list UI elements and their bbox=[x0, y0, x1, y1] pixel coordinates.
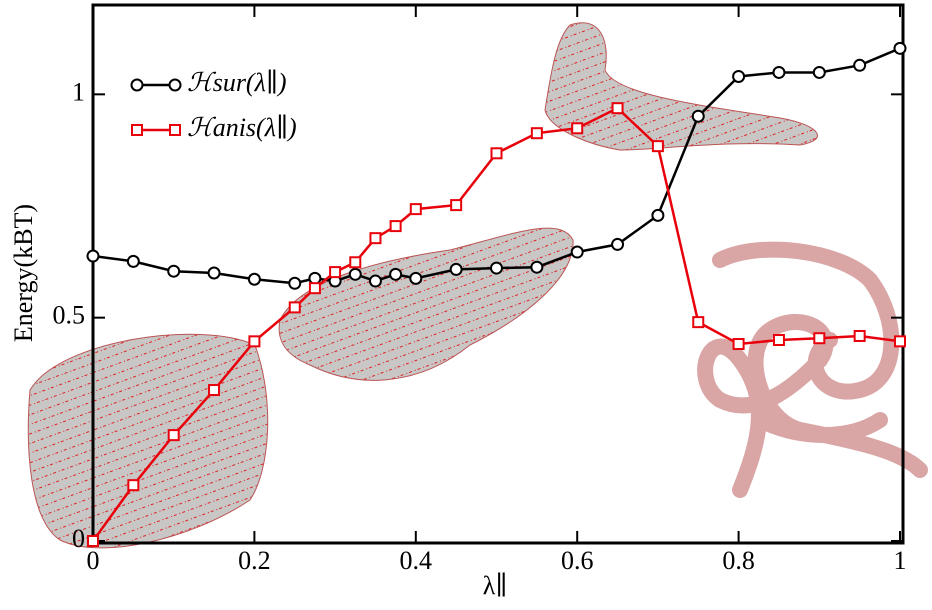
x-tick-label: 0.6 bbox=[561, 546, 594, 575]
y-tick-label: 0 bbox=[72, 524, 85, 553]
marker bbox=[208, 384, 221, 397]
marker bbox=[812, 65, 826, 79]
marker bbox=[127, 479, 140, 492]
marker bbox=[288, 276, 302, 290]
marker bbox=[329, 266, 342, 279]
plot-frame bbox=[91, 3, 905, 545]
marker bbox=[772, 334, 785, 346]
marker bbox=[368, 274, 382, 288]
marker bbox=[248, 335, 261, 348]
marker bbox=[409, 271, 423, 285]
marker bbox=[349, 256, 362, 269]
marker bbox=[369, 232, 382, 245]
marker bbox=[86, 249, 100, 263]
marker bbox=[732, 69, 746, 83]
marker bbox=[732, 338, 745, 351]
marker bbox=[893, 41, 907, 55]
marker bbox=[853, 58, 867, 72]
legend-marker bbox=[130, 78, 144, 92]
marker bbox=[570, 245, 584, 259]
marker bbox=[126, 254, 140, 268]
y-tick-label: 0.5 bbox=[53, 301, 86, 330]
marker bbox=[308, 282, 321, 295]
marker bbox=[611, 102, 624, 115]
marker bbox=[449, 262, 463, 276]
marker bbox=[490, 261, 503, 275]
x-tick-label: 0.8 bbox=[722, 546, 755, 575]
marker bbox=[389, 267, 403, 281]
y-axis-label: Energy(kBT) bbox=[9, 204, 38, 342]
legend-label: ℋsur(λ∥) bbox=[187, 68, 287, 97]
legend-marker bbox=[168, 78, 182, 92]
marker bbox=[167, 429, 180, 442]
marker bbox=[409, 203, 422, 216]
marker bbox=[651, 140, 664, 153]
x-tick-label: 0 bbox=[87, 546, 100, 575]
series-line bbox=[91, 106, 901, 542]
marker bbox=[450, 199, 463, 212]
marker bbox=[571, 122, 584, 135]
x-tick-label: 0.4 bbox=[400, 546, 433, 575]
marker bbox=[651, 208, 665, 222]
legend-marker bbox=[169, 124, 181, 136]
marker bbox=[530, 127, 543, 140]
x-axis-label: λ∥ bbox=[483, 571, 508, 600]
y-tick-label: 1 bbox=[72, 77, 85, 106]
legend-marker bbox=[131, 124, 143, 136]
marker bbox=[348, 267, 362, 281]
marker bbox=[894, 335, 906, 348]
marker bbox=[490, 147, 503, 160]
marker bbox=[247, 272, 261, 286]
marker bbox=[530, 260, 544, 274]
marker bbox=[692, 316, 705, 329]
marker bbox=[772, 65, 786, 79]
marker bbox=[691, 109, 705, 123]
marker bbox=[87, 535, 99, 547]
series-line bbox=[92, 47, 901, 285]
marker bbox=[288, 301, 301, 314]
x-tick-label: 0.2 bbox=[238, 546, 271, 575]
x-tick-label: 1 bbox=[894, 546, 907, 575]
marker bbox=[167, 264, 181, 278]
marker bbox=[853, 329, 866, 342]
marker bbox=[207, 266, 221, 280]
marker bbox=[611, 237, 625, 251]
marker bbox=[389, 220, 402, 233]
marker bbox=[813, 332, 826, 345]
vesicle-images bbox=[27, 22, 928, 549]
legend-label: ℋanis(λ∥) bbox=[187, 113, 297, 142]
